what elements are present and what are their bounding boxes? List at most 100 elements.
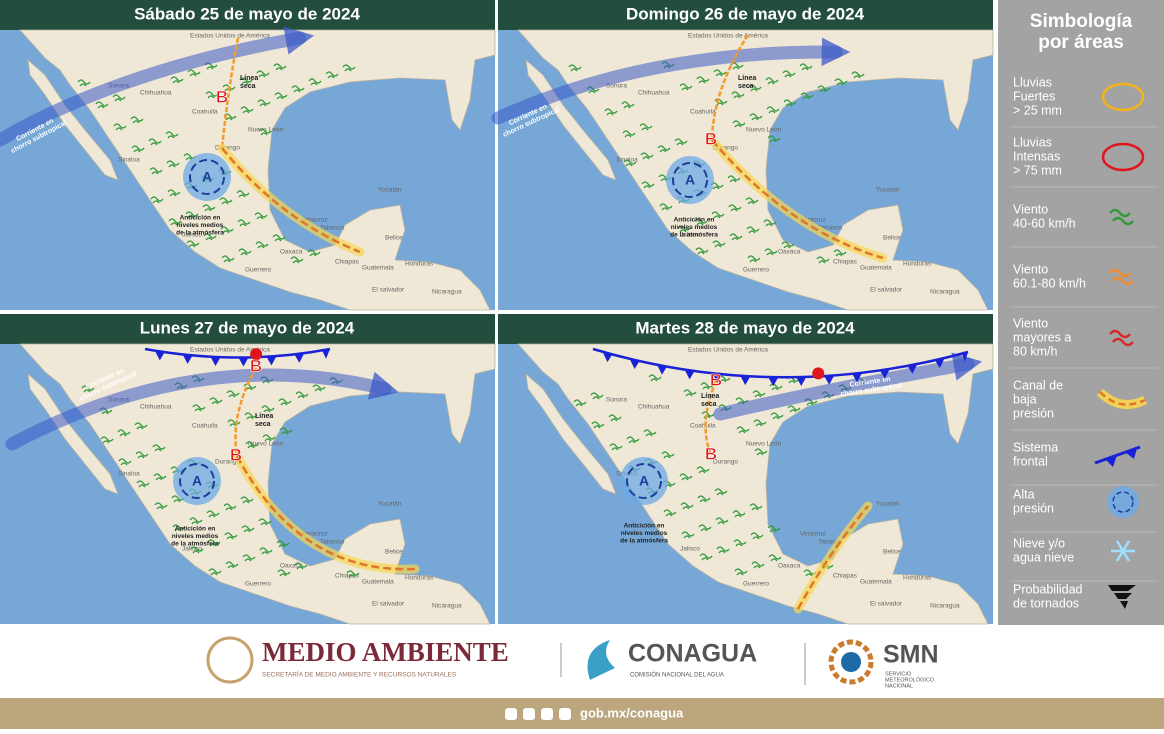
legend-label: Lluvias <box>1013 75 1052 89</box>
wind-icon <box>95 101 109 109</box>
map-label: Coahuila <box>192 109 218 116</box>
wind-icon <box>77 79 91 87</box>
legend-icon <box>1108 585 1136 609</box>
wind-icon <box>130 116 144 124</box>
dry-line <box>220 37 240 149</box>
warm-front-bulge <box>250 348 263 361</box>
wind-icon <box>190 546 204 554</box>
map-label: Guatemala <box>362 579 394 586</box>
social-icon <box>505 708 517 720</box>
url: gob.mx/conagua <box>580 705 684 720</box>
legend-label: Intensas <box>1013 149 1060 163</box>
wind-icon <box>752 390 766 398</box>
wind-icon <box>206 510 220 518</box>
legend-label: 40-60 km/h <box>1013 216 1076 230</box>
wind-icon <box>273 63 287 71</box>
wind-icon <box>834 78 848 86</box>
map-label: Estados Unidos de América <box>688 347 768 354</box>
high-pressure-ring <box>626 463 662 499</box>
wind-icon <box>746 226 760 234</box>
cold-front <box>592 347 969 379</box>
map-label: Durango <box>215 459 240 466</box>
social-icon <box>541 708 553 720</box>
wind-icon <box>236 190 250 198</box>
anticyclone-label: Anticiclón en <box>674 217 715 224</box>
wind-icon <box>278 398 292 406</box>
legend-label: frontal <box>1013 454 1048 468</box>
map-label: Oaxaca <box>280 563 303 570</box>
wind-icon <box>700 382 714 390</box>
legend-label: presión <box>1013 501 1054 515</box>
map-label: Guatemala <box>362 265 394 272</box>
wind-icon <box>224 532 238 540</box>
wind-icon <box>715 517 729 525</box>
wind-icon <box>765 77 779 85</box>
dry-line <box>234 367 258 457</box>
wind-icon <box>244 412 258 420</box>
map-label: Jalisco <box>182 546 202 553</box>
map-label: El salvador <box>870 287 903 294</box>
agency: CONAGUA <box>628 640 757 668</box>
front-triangle <box>684 369 695 380</box>
wind-icon <box>817 85 831 93</box>
legend-label: Canal de <box>1013 378 1063 392</box>
map-label: Chiapas <box>833 573 858 580</box>
wind-icon <box>290 256 304 264</box>
legend-label: Alta <box>1013 487 1035 501</box>
wind-icon <box>172 524 186 532</box>
wind-icon <box>680 502 694 510</box>
legend-icon <box>1109 329 1134 347</box>
service-logo <box>841 652 861 672</box>
wind-icon <box>209 397 223 405</box>
wind-icon <box>604 108 618 116</box>
wind-icon <box>681 531 695 539</box>
wind-icon <box>754 448 768 456</box>
map-label: Chihuahua <box>140 90 172 97</box>
anticyclone-label: niveles medios <box>172 533 219 540</box>
low-pressure: B <box>216 87 228 106</box>
wind-icon <box>279 427 293 435</box>
wind-icon <box>238 248 252 256</box>
wind-icon <box>640 152 654 160</box>
wind-icon <box>851 71 865 79</box>
anticyclone-label: niveles medios <box>671 224 718 231</box>
wind-icon <box>342 64 356 72</box>
agency-logo <box>587 640 615 680</box>
land <box>517 29 994 311</box>
jet-stream <box>491 37 851 125</box>
map-label: Belice <box>385 549 403 556</box>
legend-label: mayores a <box>1013 330 1071 344</box>
panel-header <box>498 0 993 30</box>
wind-icon <box>112 94 126 102</box>
wind-icon <box>695 247 709 255</box>
legend-icon <box>1109 268 1134 286</box>
map-label: Guerrero <box>245 581 271 588</box>
legend-label: Viento <box>1013 316 1048 330</box>
trough <box>796 505 869 610</box>
wind-icon <box>764 248 778 256</box>
dry-line-label: Línea <box>255 413 273 420</box>
map-label: Tabasco <box>320 225 345 232</box>
map-label: Guerrero <box>245 267 271 274</box>
wind-icon <box>291 85 305 93</box>
wind-icon <box>170 76 184 84</box>
map-label: Chihuahua <box>638 90 670 97</box>
wind-icon <box>185 211 199 219</box>
wind-icon <box>769 383 783 391</box>
wind-icon <box>307 249 321 257</box>
land <box>517 343 994 625</box>
legend-icon <box>1101 82 1145 112</box>
wind-icon <box>763 219 777 227</box>
wind-icon <box>782 70 796 78</box>
wind-icon <box>192 404 206 412</box>
map-label: Tabasco <box>320 539 345 546</box>
legend-label: Lluvias <box>1013 135 1052 149</box>
jet-stream <box>713 352 983 421</box>
map-label: Belice <box>385 235 403 242</box>
map-label: Chihuahua <box>140 404 172 411</box>
wind-icon <box>683 389 697 397</box>
wind-icon <box>131 145 145 153</box>
legend-label: Viento <box>1013 202 1048 216</box>
wind-icon <box>590 392 604 400</box>
wind-icon <box>626 436 640 444</box>
